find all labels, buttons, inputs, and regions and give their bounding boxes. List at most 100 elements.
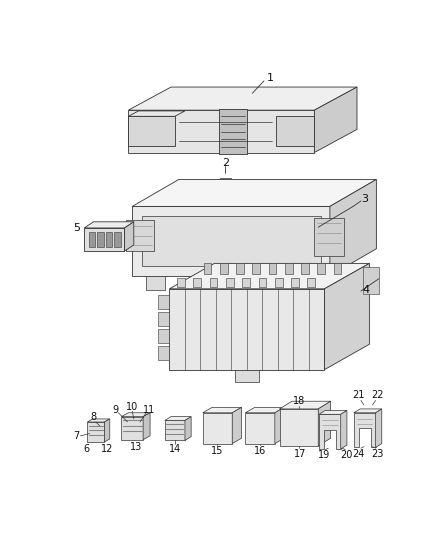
Polygon shape [194, 278, 201, 287]
Text: 14: 14 [169, 444, 181, 454]
Text: 5: 5 [73, 223, 80, 233]
Polygon shape [307, 278, 315, 287]
Polygon shape [258, 278, 266, 287]
Polygon shape [314, 218, 344, 256]
Text: 1: 1 [267, 73, 274, 83]
Polygon shape [319, 410, 347, 414]
Text: 17: 17 [294, 449, 307, 459]
Polygon shape [84, 228, 124, 251]
Polygon shape [121, 417, 143, 440]
Polygon shape [203, 413, 232, 443]
Polygon shape [252, 263, 260, 274]
Polygon shape [226, 278, 234, 287]
Polygon shape [87, 422, 104, 442]
Polygon shape [220, 263, 228, 274]
Polygon shape [334, 263, 342, 274]
Polygon shape [158, 295, 170, 309]
Polygon shape [114, 232, 120, 247]
Polygon shape [204, 263, 211, 274]
Polygon shape [177, 278, 185, 287]
Polygon shape [141, 216, 321, 266]
Polygon shape [146, 276, 165, 289]
Polygon shape [279, 409, 318, 446]
Polygon shape [301, 263, 309, 274]
Polygon shape [220, 178, 231, 187]
Polygon shape [363, 267, 379, 294]
Text: 7: 7 [73, 431, 80, 441]
Text: 4: 4 [363, 285, 370, 295]
Text: 3: 3 [361, 193, 368, 204]
Polygon shape [341, 410, 347, 449]
Polygon shape [275, 407, 284, 443]
Polygon shape [128, 116, 175, 147]
Polygon shape [279, 401, 331, 409]
Polygon shape [330, 180, 376, 276]
Text: 19: 19 [318, 450, 330, 460]
Polygon shape [268, 263, 276, 274]
Text: 2: 2 [222, 158, 229, 167]
Polygon shape [232, 407, 241, 443]
Text: 6: 6 [84, 444, 90, 454]
Polygon shape [165, 421, 185, 440]
Text: 9: 9 [112, 405, 118, 415]
Polygon shape [128, 111, 185, 116]
Polygon shape [318, 401, 331, 446]
Text: 18: 18 [293, 396, 305, 406]
Polygon shape [97, 232, 103, 247]
Polygon shape [245, 413, 275, 443]
Text: 22: 22 [371, 390, 383, 400]
Text: 8: 8 [90, 411, 96, 422]
Polygon shape [219, 109, 247, 154]
Text: 12: 12 [101, 444, 113, 454]
Polygon shape [132, 180, 376, 206]
Polygon shape [170, 263, 369, 289]
Polygon shape [210, 278, 218, 287]
Text: 23: 23 [371, 449, 383, 458]
Polygon shape [290, 276, 308, 289]
Text: 16: 16 [254, 446, 266, 456]
Polygon shape [170, 289, 325, 370]
Polygon shape [291, 278, 299, 287]
Polygon shape [185, 417, 191, 440]
Polygon shape [235, 370, 258, 382]
Polygon shape [242, 278, 250, 287]
Text: 21: 21 [352, 390, 365, 400]
Polygon shape [376, 409, 382, 447]
Polygon shape [318, 263, 325, 274]
Polygon shape [354, 413, 376, 447]
Polygon shape [124, 222, 134, 251]
Polygon shape [158, 329, 170, 343]
Circle shape [227, 99, 235, 106]
Polygon shape [87, 419, 110, 422]
Polygon shape [89, 232, 95, 247]
Polygon shape [104, 419, 110, 442]
Polygon shape [84, 222, 134, 228]
Polygon shape [245, 407, 284, 413]
Polygon shape [354, 409, 382, 413]
Polygon shape [325, 263, 369, 370]
Text: 13: 13 [130, 442, 142, 453]
Polygon shape [158, 312, 170, 326]
Polygon shape [275, 278, 283, 287]
Polygon shape [319, 414, 341, 449]
Circle shape [254, 99, 261, 106]
Polygon shape [106, 232, 112, 247]
Polygon shape [285, 263, 293, 274]
Text: 15: 15 [211, 446, 224, 456]
Polygon shape [197, 183, 208, 192]
Polygon shape [158, 346, 170, 360]
Polygon shape [128, 110, 314, 152]
Polygon shape [132, 206, 330, 276]
Text: 24: 24 [352, 449, 365, 458]
Polygon shape [121, 413, 150, 417]
Text: 20: 20 [341, 450, 353, 460]
Polygon shape [128, 87, 357, 110]
Polygon shape [314, 87, 357, 152]
Text: 10: 10 [126, 402, 138, 413]
Polygon shape [236, 263, 244, 274]
Text: 11: 11 [143, 405, 155, 415]
Polygon shape [248, 183, 259, 192]
Polygon shape [126, 220, 154, 251]
Polygon shape [276, 116, 314, 147]
Polygon shape [143, 413, 150, 440]
